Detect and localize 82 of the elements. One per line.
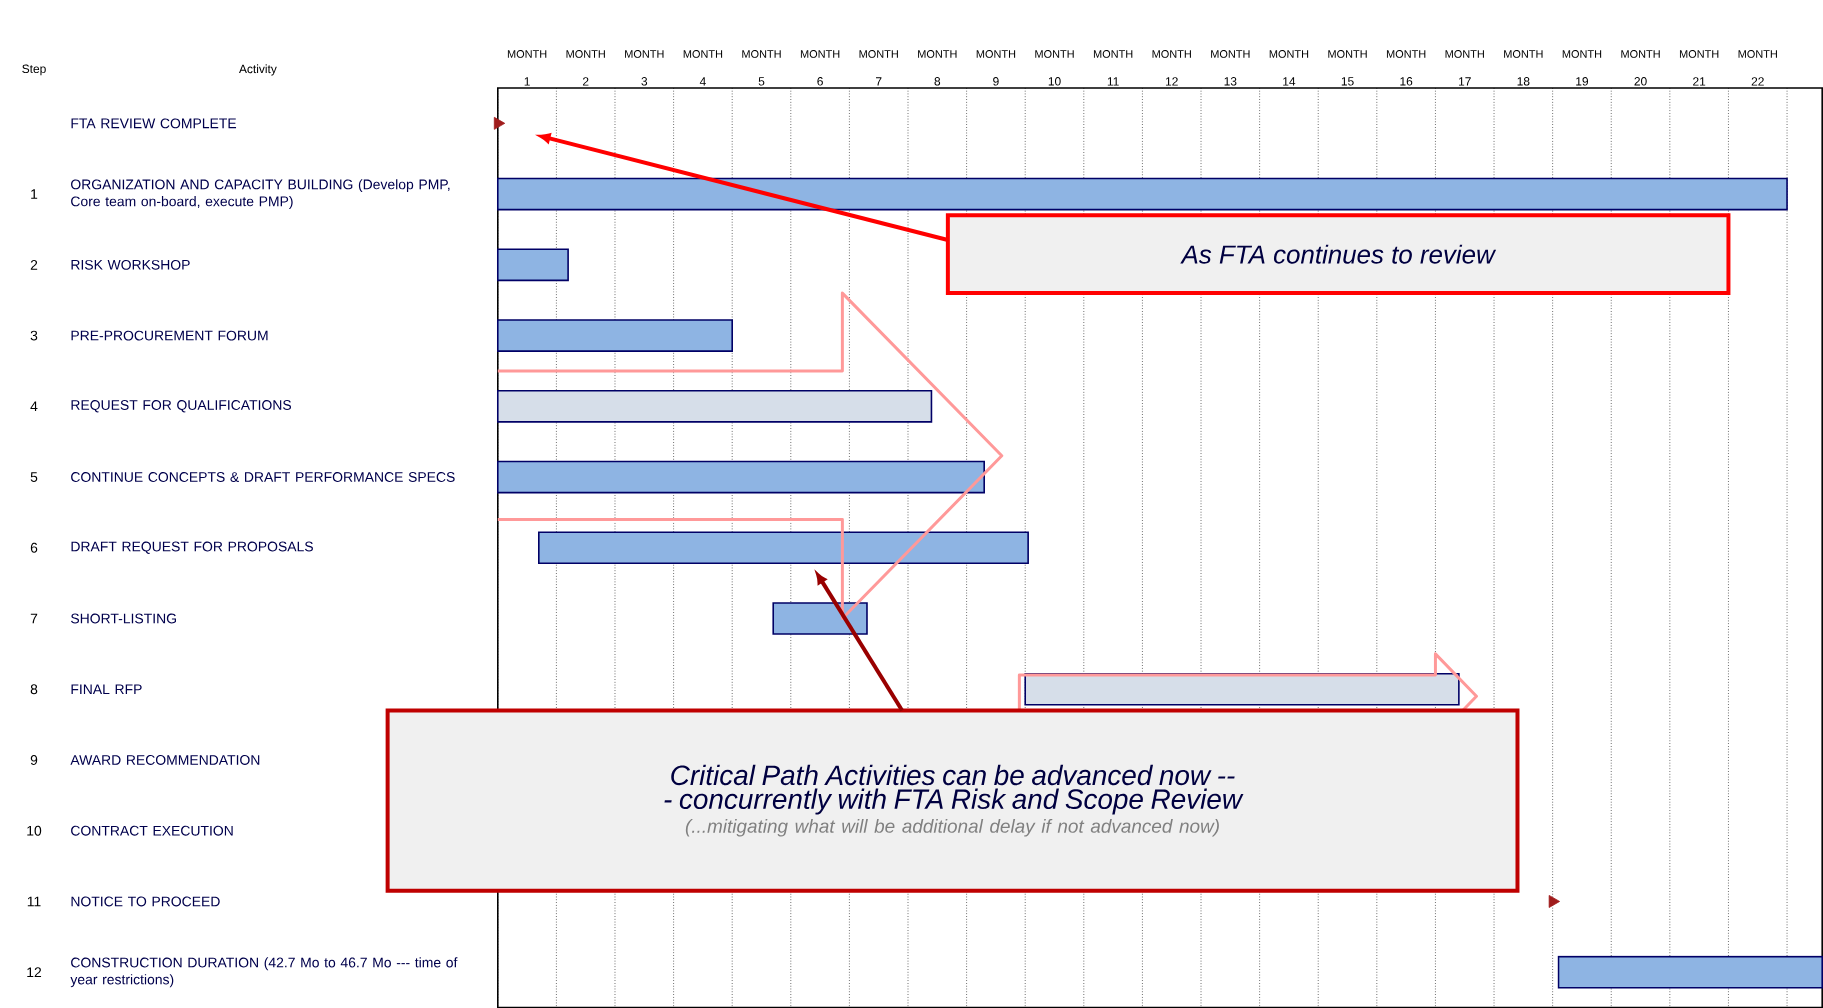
bar: [496, 460, 985, 494]
x-tick-label: 15: [1341, 77, 1354, 86]
text: MONTH: [742, 49, 781, 58]
y2-tick-label: 2: [30, 259, 38, 270]
bar: [496, 389, 933, 423]
bar: [1024, 672, 1460, 706]
text: MONTH: [1562, 49, 1602, 58]
text: Step: [22, 64, 46, 76]
y-tick-label: ORGANIZATION AND CAPACITY BUILDING (Develop PMP, Core team on-board, execute PMP): [71, 178, 450, 209]
y-tick-label: SHORT-LISTING: [71, 613, 176, 624]
x-tick-label: 7: [876, 77, 882, 86]
text: MONTH: [683, 49, 723, 58]
text: MONTH: [625, 49, 664, 58]
x-tick-label: 2: [582, 77, 589, 86]
x-tick-label: 16: [1400, 76, 1413, 86]
x-tick-label: 11: [1107, 77, 1119, 86]
y2-tick-label: 9: [30, 754, 38, 765]
y-tick-label: RISK WORKSHOP: [71, 259, 190, 270]
text: MONTH: [800, 49, 840, 58]
text: MONTH: [1621, 49, 1660, 58]
x-tick-label: 20: [1634, 76, 1647, 86]
annotation: As FTA continues to review: [1180, 244, 1497, 264]
x-tick-label: 22: [1751, 77, 1764, 86]
text: MONTH: [1504, 49, 1543, 58]
y2-tick-label: 11: [27, 896, 41, 907]
text: MONTH: [566, 49, 605, 58]
text: MONTH: [1152, 49, 1191, 58]
y-tick-label: NOTICE TO PROCEED: [71, 896, 220, 907]
annotation: Critical Path Activities can be advanced now --- concurrently with FTA Risk and Scope Review: [664, 764, 1244, 815]
y2-tick-label: 6: [30, 542, 38, 553]
x-tick-label: 4: [699, 77, 706, 86]
y-tick-label: REQUEST FOR QUALIFICATIONS: [71, 399, 292, 413]
y-tick-label: FINAL RFP: [71, 684, 142, 694]
y-tick-label: PRE-PROCUREMENT FORUM: [71, 330, 268, 341]
bar: [496, 248, 569, 281]
text: MONTH: [1386, 49, 1426, 58]
y-tick-label: CONSTRUCTION DURATION (42.7 Mo to 46.7 Mo --- time of year restrictions): [70, 957, 458, 987]
x-tick-label: 19: [1576, 76, 1589, 86]
text: MONTH: [1093, 49, 1133, 58]
y-tick-label: CONTRACT EXECUTION: [71, 825, 233, 836]
y-tick-label: CONTINUE CONCEPTS & DRAFT PERFORMANCE SPECS: [71, 471, 455, 482]
x-tick-label: 10: [1048, 76, 1061, 86]
text: Activity: [239, 64, 277, 76]
x-tick-label: 1: [524, 77, 530, 86]
text: MONTH: [918, 49, 957, 58]
text: MONTH: [1679, 49, 1719, 58]
text: MONTH: [976, 49, 1016, 58]
y2-tick-label: 12: [27, 967, 42, 977]
x-tick-label: 21: [1693, 77, 1706, 86]
text: MONTH: [1328, 49, 1367, 58]
y2-tick-label: 1: [31, 189, 38, 199]
bar: [496, 319, 733, 352]
x-tick-label: 12: [1165, 77, 1178, 86]
bar: [538, 531, 1029, 564]
x-tick-label: 6: [817, 76, 823, 86]
x-tick-label: 17: [1458, 77, 1471, 86]
y2-tick-label: 4: [30, 401, 38, 411]
x-tick-label: 14: [1283, 77, 1296, 86]
y2-tick-label: 5: [30, 471, 38, 482]
bar: [1557, 955, 1823, 989]
y2-tick-label: 8: [30, 684, 38, 694]
annotation: (...mitigating what will be additional delay if not advanced now): [685, 818, 1219, 837]
text: MONTH: [1269, 49, 1309, 58]
y-tick-label: FTA REVIEW COMPLETE: [71, 118, 237, 129]
y2-tick-label: 7: [30, 613, 38, 624]
x-tick-label: 13: [1224, 76, 1237, 86]
y-tick-label: DRAFT REQUEST FOR PROPOSALS: [71, 541, 313, 554]
x-tick-label: 5: [758, 77, 765, 86]
text: MONTH: [1445, 49, 1484, 58]
text: MONTH: [1035, 49, 1074, 58]
x-axis-title: MONTH: [507, 49, 547, 58]
x-tick-label: 18: [1517, 76, 1530, 86]
x-tick-label: 3: [641, 76, 648, 86]
x-tick-label: 8: [934, 76, 941, 86]
text: MONTH: [1738, 49, 1777, 58]
y-tick-label: AWARD RECOMMENDATION: [70, 754, 260, 765]
y2-tick-label: 10: [27, 825, 42, 836]
y2-tick-label: 3: [30, 330, 38, 341]
bar: [772, 601, 868, 635]
text: MONTH: [1211, 49, 1250, 58]
x-tick-label: 9: [993, 76, 999, 86]
text: MONTH: [859, 49, 898, 58]
